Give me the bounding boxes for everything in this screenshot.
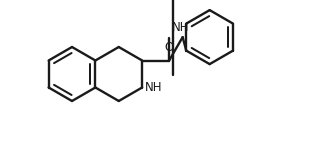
Text: NH: NH <box>145 81 163 94</box>
Text: O: O <box>164 41 174 54</box>
Text: NH: NH <box>172 21 189 34</box>
